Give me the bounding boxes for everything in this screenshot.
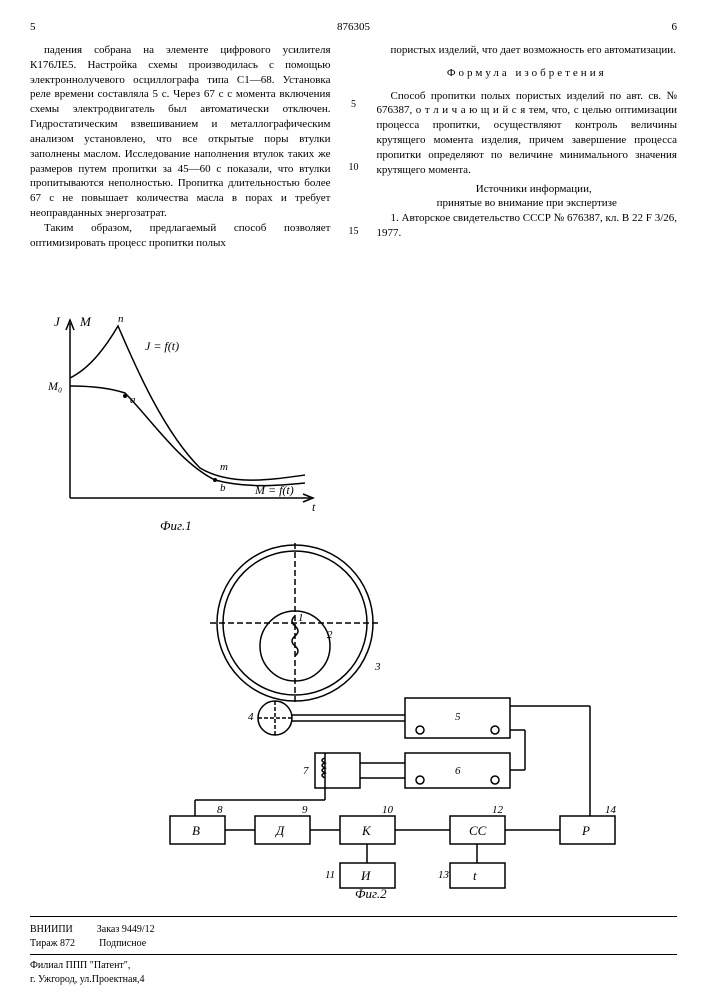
- line-number-gutter: 5 10 15: [349, 43, 359, 289]
- figures-area: J M M₀ n a m b J = f(t) M = f(t) t Фиг.1: [30, 308, 677, 898]
- eq-M: M = f(t): [254, 483, 294, 497]
- text-columns: падения собрана на элементе цифрового ус…: [30, 43, 677, 289]
- label-m: m: [220, 461, 228, 473]
- svg-text:5: 5: [455, 711, 461, 723]
- footer-order: Заказ 9449/12: [97, 923, 155, 937]
- footer-tirazh: Тираж 872: [30, 937, 75, 951]
- block-10-label: К: [361, 823, 372, 838]
- sources-sub: принятые во внимание при экспертизе: [377, 196, 678, 211]
- block-9-label: Д: [274, 823, 285, 838]
- right-para-1: пористых изделий, что дает возможность е…: [377, 43, 678, 58]
- svg-text:12: 12: [492, 804, 504, 816]
- block-13-label: t: [473, 868, 477, 883]
- label-a: a: [130, 394, 136, 406]
- svg-text:1: 1: [298, 612, 304, 624]
- svg-text:4: 4: [248, 711, 254, 723]
- fig2-caption: Фиг.2: [355, 886, 387, 898]
- fig1-caption: Фиг.1: [160, 518, 192, 533]
- page-num-right: 6: [672, 20, 678, 35]
- svg-text:8: 8: [217, 804, 223, 816]
- left-para-2: Таким образом, предлагаемый способ позво…: [30, 221, 331, 251]
- eq-J: J = f(t): [145, 339, 179, 353]
- axis-label-t: t: [312, 500, 316, 514]
- block-14-label: Р: [581, 823, 590, 838]
- svg-text:13: 13: [438, 869, 450, 881]
- source-1: 1. Авторское свидетельство СССР № 676387…: [377, 211, 678, 241]
- right-column: пористых изделий, что дает возможность е…: [377, 43, 678, 289]
- page-num-left: 5: [30, 20, 36, 35]
- sources-title: Источники информации,: [377, 182, 678, 197]
- right-para-2: Способ пропитки полых пористых изделий п…: [377, 89, 678, 178]
- svg-text:2: 2: [327, 629, 333, 641]
- svg-text:7: 7: [303, 765, 309, 777]
- line-num: 10: [349, 161, 359, 175]
- formula-title: Формула изобретения: [377, 66, 678, 81]
- figure-1: J M M₀ n a m b J = f(t) M = f(t) t Фиг.1: [30, 308, 330, 538]
- svg-text:6: 6: [455, 765, 461, 777]
- axis-label-M: M: [79, 314, 92, 329]
- footer-subscr: Подписное: [99, 937, 146, 951]
- line-num: 15: [349, 225, 359, 239]
- label-M0: M₀: [47, 379, 62, 393]
- footer-address: г. Ужгород, ул.Проектная,4: [30, 973, 677, 987]
- svg-text:9: 9: [302, 804, 308, 816]
- line-num: 5: [351, 98, 356, 112]
- block-12-label: СС: [469, 823, 487, 838]
- left-column: падения собрана на элементе цифрового ус…: [30, 43, 331, 289]
- block-8-label: В: [192, 823, 200, 838]
- block-11-label: И: [360, 868, 371, 883]
- page-header: 5 876305 6: [30, 20, 677, 35]
- footer-branch: Филиал ППП "Патент",: [30, 959, 677, 973]
- svg-text:10: 10: [382, 804, 394, 816]
- svg-text:14: 14: [605, 804, 617, 816]
- footer-vniipi: ВНИИПИ: [30, 923, 73, 937]
- axis-label-J: J: [54, 314, 61, 329]
- footer: ВНИИПИ Заказ 9449/12 Тираж 872 Подписное…: [30, 916, 677, 986]
- label-n: n: [118, 313, 124, 325]
- patent-number: 876305: [337, 20, 370, 35]
- svg-text:3: 3: [374, 661, 381, 673]
- label-b: b: [220, 482, 226, 494]
- left-para-1: падения собрана на элементе цифрового ус…: [30, 43, 331, 221]
- figure-2: 1 2 3 4 5 6 7 8 9 10 11 12 13 14 В Д К С…: [120, 538, 620, 898]
- svg-text:11: 11: [325, 869, 335, 881]
